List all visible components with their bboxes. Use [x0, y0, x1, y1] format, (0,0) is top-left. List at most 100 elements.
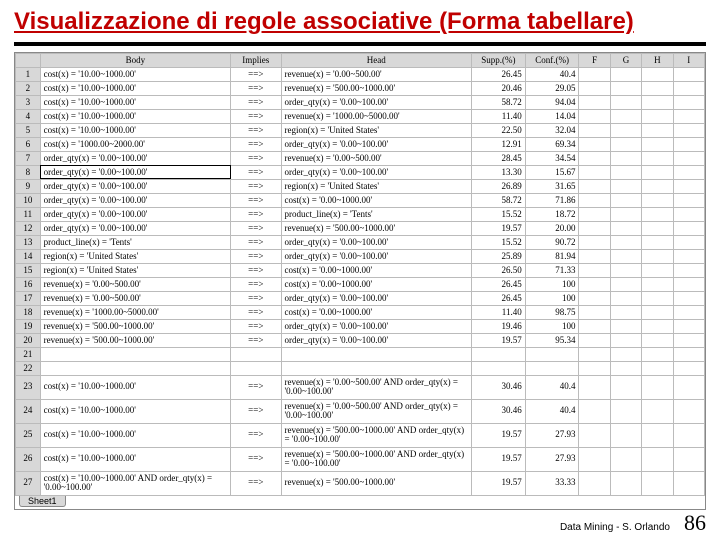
cell	[673, 333, 704, 347]
table-row: 6cost(x) = '1000.00~2000.00'==>order_qty…	[16, 137, 705, 151]
cell: 71.33	[525, 263, 579, 277]
cell	[579, 109, 610, 123]
cell	[642, 423, 673, 447]
cell: 11.40	[471, 305, 525, 319]
cell	[610, 263, 641, 277]
cell: 9	[16, 179, 41, 193]
cell: ==>	[231, 375, 281, 399]
sheet-tab[interactable]: Sheet1	[19, 496, 66, 507]
cell: revenue(x) = '1000.00~5000.00'	[40, 305, 230, 319]
cell: region(x) = 'United States'	[40, 263, 230, 277]
cell: revenue(x) = '500.00~1000.00'	[281, 471, 471, 495]
cell: ==>	[231, 207, 281, 221]
cell	[579, 423, 610, 447]
cell: 95.34	[525, 333, 579, 347]
cell: ==>	[231, 151, 281, 165]
cell: revenue(x) = '0.00~500.00' AND order_qty…	[281, 375, 471, 399]
cell	[610, 95, 641, 109]
cell: ==>	[231, 319, 281, 333]
cell: ==>	[231, 333, 281, 347]
cell: 10	[16, 193, 41, 207]
cell: 20	[16, 333, 41, 347]
cell	[579, 319, 610, 333]
cell	[673, 137, 704, 151]
cell: 12	[16, 221, 41, 235]
cell	[673, 447, 704, 471]
slide-title: Visualizzazione di regole associative (F…	[0, 0, 720, 40]
cell: 14.04	[525, 109, 579, 123]
cell	[579, 165, 610, 179]
cell: 25	[16, 423, 41, 447]
cell	[642, 207, 673, 221]
column-headers: BodyImpliesHeadSupp.(%)Conf.(%)FGHI	[16, 53, 705, 67]
cell: order_qty(x) = '0.00~100.00'	[40, 207, 230, 221]
cell: order_qty(x) = '0.00~100.00'	[281, 95, 471, 109]
cell	[610, 249, 641, 263]
cell: revenue(x) = '0.00~500.00'	[281, 67, 471, 81]
cell: 20.00	[525, 221, 579, 235]
table-row: 21	[16, 347, 705, 361]
cell: ==>	[231, 235, 281, 249]
cell: 19.57	[471, 333, 525, 347]
cell: ==>	[231, 263, 281, 277]
table-row: 22	[16, 361, 705, 375]
page-number: 86	[684, 510, 706, 536]
cell	[673, 165, 704, 179]
table-row: 1cost(x) = '10.00~1000.00'==>revenue(x) …	[16, 67, 705, 81]
cell	[642, 291, 673, 305]
cell: order_qty(x) = '0.00~100.00'	[40, 179, 230, 193]
cell: product_line(x) = 'Tents'	[40, 235, 230, 249]
table-row: 13product_line(x) = 'Tents'==>order_qty(…	[16, 235, 705, 249]
cell	[610, 333, 641, 347]
cell: 15	[16, 263, 41, 277]
cell: 16	[16, 277, 41, 291]
cell	[610, 67, 641, 81]
cell: 33.33	[525, 471, 579, 495]
cell: order_qty(x) = '0.00~100.00'	[40, 193, 230, 207]
cell	[673, 193, 704, 207]
cell	[579, 249, 610, 263]
cell: product_line(x) = 'Tents'	[281, 207, 471, 221]
cell: 11	[16, 207, 41, 221]
cell	[642, 333, 673, 347]
cell	[642, 347, 673, 361]
col-header: Implies	[231, 53, 281, 67]
cell	[579, 399, 610, 423]
cell: 14	[16, 249, 41, 263]
cell	[642, 471, 673, 495]
cell	[673, 249, 704, 263]
cell: revenue(x) = '500.00~1000.00' AND order_…	[281, 447, 471, 471]
cell	[579, 81, 610, 95]
cell: 58.72	[471, 193, 525, 207]
cell: 11.40	[471, 109, 525, 123]
cell: ==>	[231, 137, 281, 151]
cell	[579, 137, 610, 151]
cell: 19.57	[471, 447, 525, 471]
cell	[610, 109, 641, 123]
cell	[231, 361, 281, 375]
table-row: 3cost(x) = '10.00~1000.00'==>order_qty(x…	[16, 95, 705, 109]
cell: 26.89	[471, 179, 525, 193]
table-row: 7order_qty(x) = '0.00~100.00'==>revenue(…	[16, 151, 705, 165]
cell: 13	[16, 235, 41, 249]
cell: cost(x) = '10.00~1000.00'	[40, 67, 230, 81]
cell: ==>	[231, 221, 281, 235]
rules-table: BodyImpliesHeadSupp.(%)Conf.(%)FGHI 1cos…	[15, 53, 705, 496]
cell: cost(x) = '10.00~1000.00'	[40, 399, 230, 423]
cell: 27	[16, 471, 41, 495]
cell	[642, 305, 673, 319]
table-row: 4cost(x) = '10.00~1000.00'==>revenue(x) …	[16, 109, 705, 123]
col-header: Body	[40, 53, 230, 67]
cell: 20.46	[471, 81, 525, 95]
footer-text: Data Mining - S. Orlando	[560, 522, 670, 533]
cell: 98.75	[525, 305, 579, 319]
cell	[610, 179, 641, 193]
table-row: 2cost(x) = '10.00~1000.00'==>revenue(x) …	[16, 81, 705, 95]
cell: 58.72	[471, 95, 525, 109]
cell: 19.46	[471, 319, 525, 333]
cell	[525, 361, 579, 375]
cell	[40, 347, 230, 361]
cell	[673, 95, 704, 109]
cell	[525, 347, 579, 361]
cell	[610, 193, 641, 207]
